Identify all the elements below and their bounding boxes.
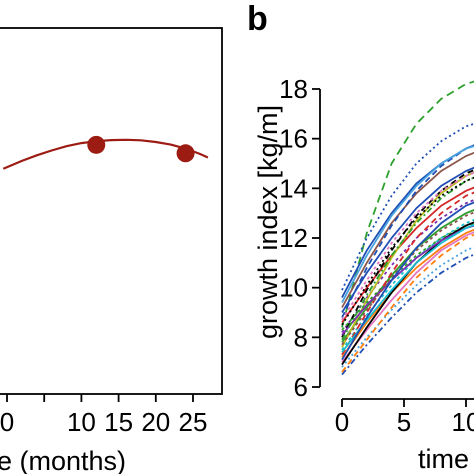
panel-a-x-tick-label: 10 — [67, 407, 96, 437]
panel-a-x-axis-title: e (months) — [0, 446, 126, 474]
panel-b-series-line — [341, 144, 474, 299]
panel-b-series-line — [341, 228, 474, 358]
panel-b-series-line — [341, 231, 474, 363]
panel-b-series-line — [341, 171, 474, 321]
panel-a-x-tick-label: 0 — [0, 407, 14, 437]
panel-b-y-tick-label: 12 — [279, 223, 308, 253]
panel-b-series-line — [341, 222, 474, 331]
panel-b-series-line — [341, 176, 474, 341]
panel-b-series-line — [341, 223, 474, 353]
panel-a: 0 10 15 20 25 e (months) — [0, 27, 223, 474]
panel-b-y-axis-title: growth index [kg/m] — [253, 105, 283, 339]
panel-b-series-line — [341, 144, 474, 318]
panel-a-plot-frame — [0, 27, 223, 395]
panel-b-y-tick-label: 6 — [294, 372, 308, 402]
panel-a-x-tick-label: 25 — [179, 407, 208, 437]
panel-b-series-line — [341, 171, 474, 348]
panel-b-y-tick-label: 16 — [279, 124, 308, 154]
panel-b-series-line — [341, 221, 474, 366]
panel-b-series-line — [341, 246, 474, 368]
panel-b-series-line — [341, 145, 474, 304]
panel-b-y-tick-label: 14 — [279, 173, 308, 203]
panel-a-x-tick-label: 20 — [141, 407, 170, 437]
panel-b-series-line — [341, 122, 474, 291]
panel-b-series-line — [341, 211, 474, 346]
panel-a-data-point — [87, 135, 106, 154]
panel-b-series-line — [341, 169, 474, 338]
panel-b-x-axis-title: time — [418, 444, 469, 474]
panel-b-y-tick-label: 18 — [279, 74, 308, 104]
panel-b-y-tick-label: 8 — [294, 322, 308, 352]
panel-b-series-line — [341, 151, 474, 308]
panel-b-series-line — [341, 224, 474, 336]
panel-b-x-tick-label: 0 — [335, 407, 349, 437]
panel-b: b 6 8 10 12 14 16 18 0 5 10 growth index [kg/m] t… — [247, 0, 474, 474]
panel-b-y-tick-label: 10 — [279, 273, 308, 303]
panel-b-series-line — [341, 253, 474, 376]
panel-b-series-line — [341, 80, 474, 328]
panel-b-x-tick-label: 5 — [397, 407, 411, 437]
panel-b-series-line — [341, 166, 474, 313]
panel-a-x-tick-label: 15 — [104, 407, 133, 437]
panel-b-label: b — [247, 0, 268, 38]
panel-a-data-point — [176, 144, 195, 163]
panel-b-x-tick-label: 10 — [452, 407, 474, 437]
panel-b-series-line — [341, 201, 474, 361]
